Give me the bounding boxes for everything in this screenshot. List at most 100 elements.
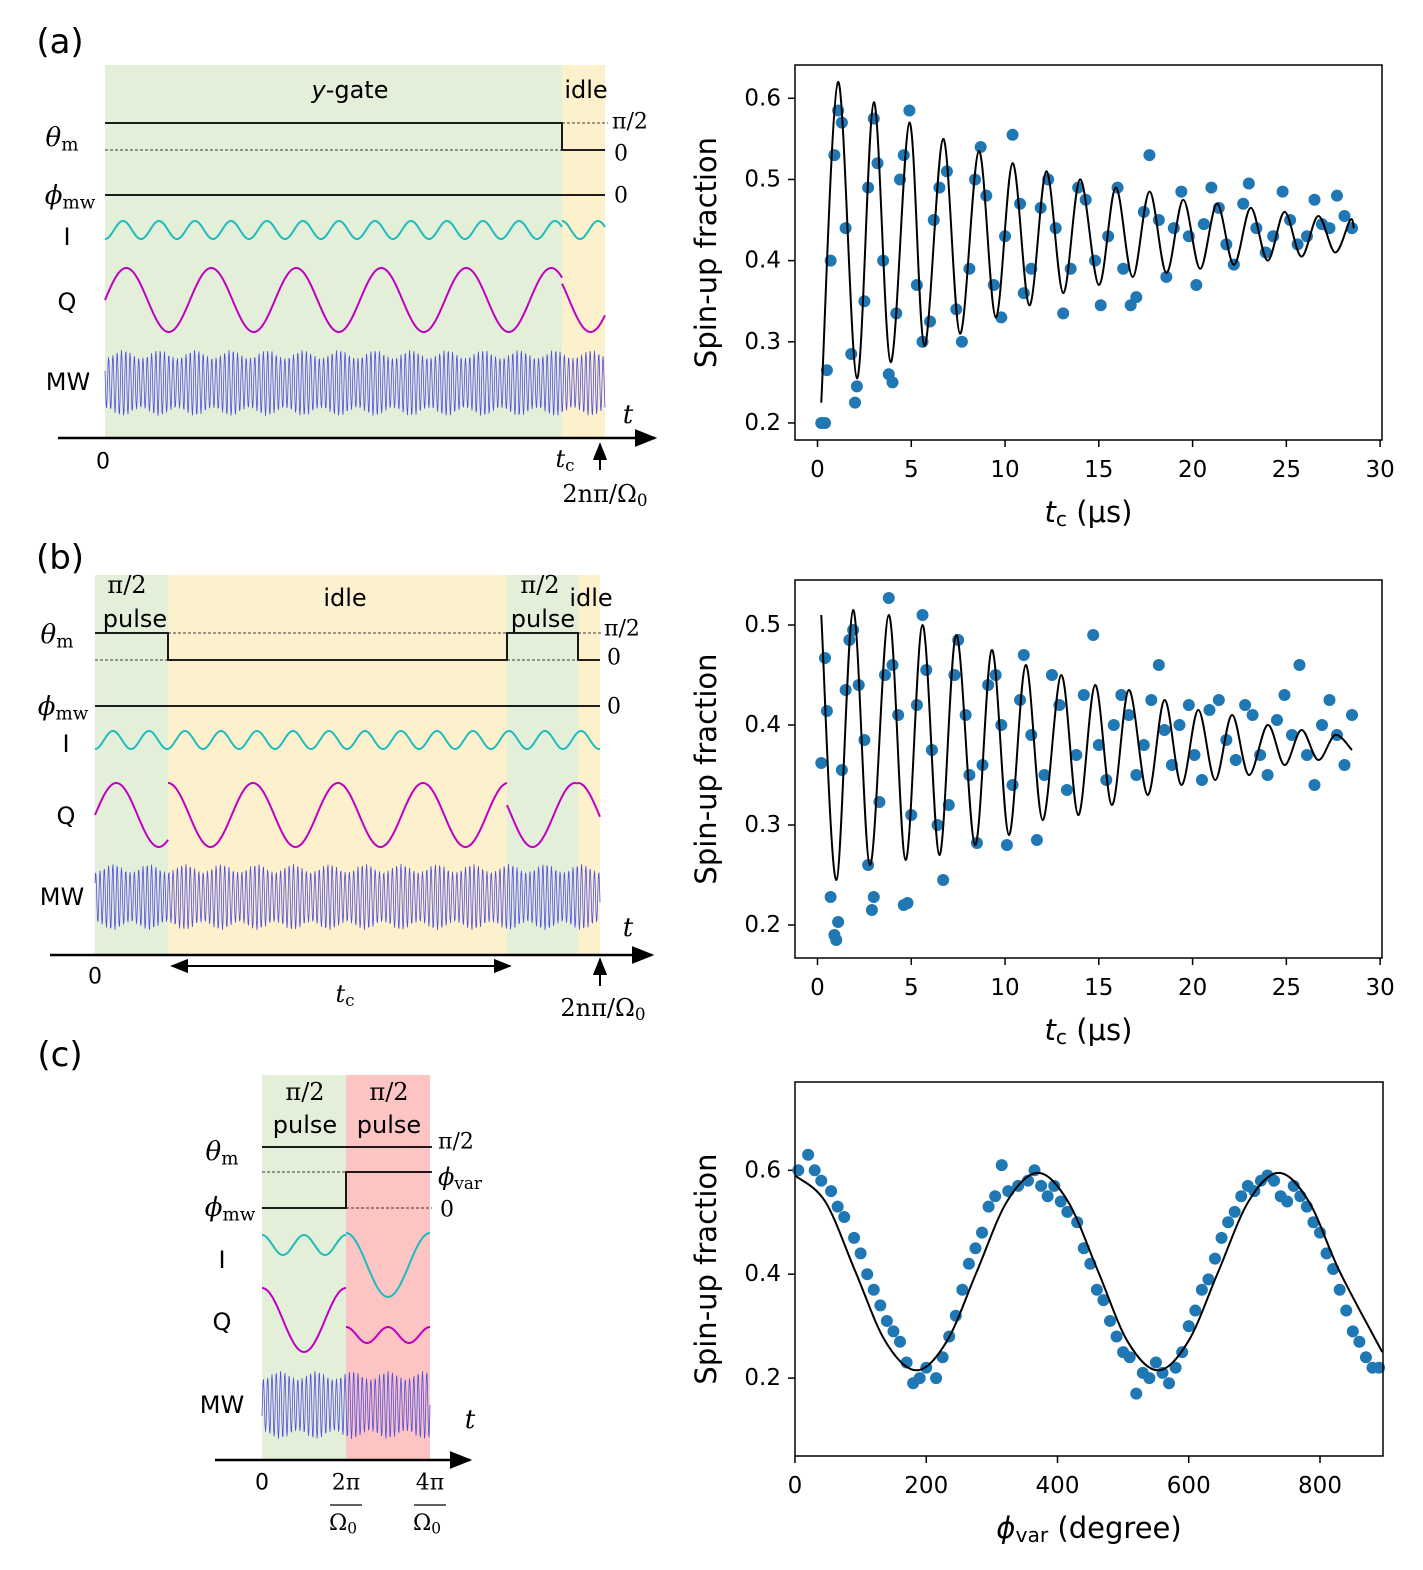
data-point [815,1174,828,1187]
data-point [1242,177,1255,190]
data-point [949,1309,962,1322]
data-point [867,112,880,125]
data-point [1110,1330,1123,1343]
data-point [1006,779,1019,791]
data-point [927,214,940,227]
data-point [838,1211,851,1224]
row-label: I [62,730,69,758]
data-point [1035,1179,1048,1192]
text-part: Ω [329,1511,347,1536]
data-point [1222,1216,1235,1229]
data-point [1373,1361,1386,1374]
data-point [1041,1190,1054,1203]
data-point [1345,222,1358,235]
x-tick-label: 600 [1167,1473,1211,1499]
data-point [1045,669,1058,681]
data-point [1190,278,1203,291]
data-point [849,396,862,409]
x-tick-label: 10 [990,975,1019,1001]
tick-label: 2nπ/Ω0 [562,480,647,510]
data-point [963,769,976,781]
x-tick-label: 0 [788,1473,803,1499]
data-point [1189,1304,1202,1317]
text-part: 2nπ/Ω [560,994,634,1022]
row-label: MW [200,1391,244,1419]
text-part: m [61,134,78,155]
plot-frame [794,1081,1384,1457]
tick-label: 2nπ/Ω0 [560,994,645,1024]
x-tick-label: 200 [904,1473,948,1499]
data-point [1203,704,1216,716]
tick-label: 4π [416,1471,444,1496]
data-point [886,376,899,389]
row-label: I [63,223,70,251]
data-point [1188,749,1201,761]
data-point [820,705,833,717]
data-point [1094,299,1107,312]
x-tick-label: 5 [904,457,919,483]
text-part: 0 [431,1519,441,1537]
text-part: c [1056,1025,1067,1049]
text-part: c [565,455,574,475]
data-point [854,1247,867,1260]
data-point [1137,739,1150,751]
data-point [989,1190,1002,1203]
data-point [1000,839,1013,851]
data-point [1167,222,1180,235]
data-point [1323,694,1336,706]
x-tick-label: 30 [1365,457,1394,483]
text-part: mw [55,703,88,724]
region [562,65,605,438]
i-wave [105,220,563,240]
text-part: ϕ [438,1163,454,1191]
data-point [1145,694,1158,706]
q-wave [94,782,169,848]
data-point [1115,689,1128,701]
row-label: ϕmw [205,1193,256,1225]
data-point [995,1159,1008,1172]
text-part: ϕ [45,181,63,211]
data-point [1030,834,1043,846]
data-point [962,1257,975,1270]
row-label: ϕmw [38,692,89,724]
data-point [1307,1216,1320,1229]
tick-label: 0 [88,965,102,990]
data-point [1182,1320,1195,1333]
row-label: ϕmw [45,181,96,213]
data-point [1195,1283,1208,1296]
data-point [858,295,871,308]
data-point [1006,128,1019,141]
data-point [1353,1335,1366,1348]
data-point [867,1283,880,1296]
row-label: Q [58,288,77,316]
data-point [858,734,871,746]
data-point [874,1299,887,1312]
fit-line [820,80,1355,403]
data-point [867,891,880,903]
data-point [861,1268,874,1281]
data-point [802,1148,815,1161]
data-point [1130,769,1143,781]
data-point [1197,218,1210,231]
text-part: t [555,445,565,473]
data-point [1270,714,1283,726]
q-wave [561,283,606,333]
row-label: MW [40,883,84,911]
data-point [910,278,923,291]
data-point [937,874,950,886]
data-point [892,709,905,721]
text-part: (degree) [1048,1511,1181,1545]
x-tick-label: 20 [1178,975,1207,1001]
data-point [1281,1195,1294,1208]
data-point [830,934,843,946]
data-point [1338,209,1351,222]
axis-label: t [465,1405,476,1435]
y-axis-label: Spin-up fraction [689,653,723,884]
data-point [1195,774,1208,786]
data-point [1268,1174,1281,1187]
text-part: θ [206,1137,222,1167]
data-point [832,916,845,928]
level-label: 0 [440,1198,454,1223]
x-tick-label: 15 [1084,457,1113,483]
y-axis-label: Spin-up fraction [689,137,723,368]
